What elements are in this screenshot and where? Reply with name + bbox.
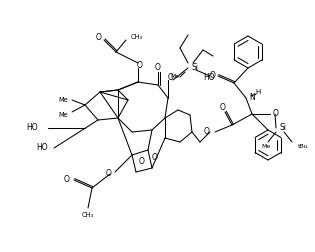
Text: CH₃: CH₃ xyxy=(131,34,143,40)
Text: O: O xyxy=(105,170,111,178)
Text: O: O xyxy=(96,34,102,43)
Text: Si: Si xyxy=(279,123,286,133)
Text: Me: Me xyxy=(58,97,68,103)
Text: Me: Me xyxy=(171,74,180,79)
Text: HO: HO xyxy=(203,74,215,82)
Text: O: O xyxy=(139,158,145,167)
Text: O: O xyxy=(210,72,216,80)
Text: tBu: tBu xyxy=(298,143,309,148)
Text: O: O xyxy=(64,175,70,184)
Text: O: O xyxy=(155,62,161,72)
Text: O: O xyxy=(152,153,158,163)
Text: Si: Si xyxy=(191,64,198,73)
Text: O: O xyxy=(220,103,226,111)
Text: CH₃: CH₃ xyxy=(82,212,94,218)
Text: Me: Me xyxy=(261,143,271,148)
Text: O: O xyxy=(137,60,143,70)
Text: O: O xyxy=(273,110,279,118)
Text: HO: HO xyxy=(26,123,38,133)
Text: H: H xyxy=(255,89,261,95)
Text: HO: HO xyxy=(36,143,48,152)
Text: N: N xyxy=(249,93,255,103)
Text: O: O xyxy=(204,128,210,137)
Text: Me: Me xyxy=(58,112,68,118)
Text: O: O xyxy=(168,74,174,82)
